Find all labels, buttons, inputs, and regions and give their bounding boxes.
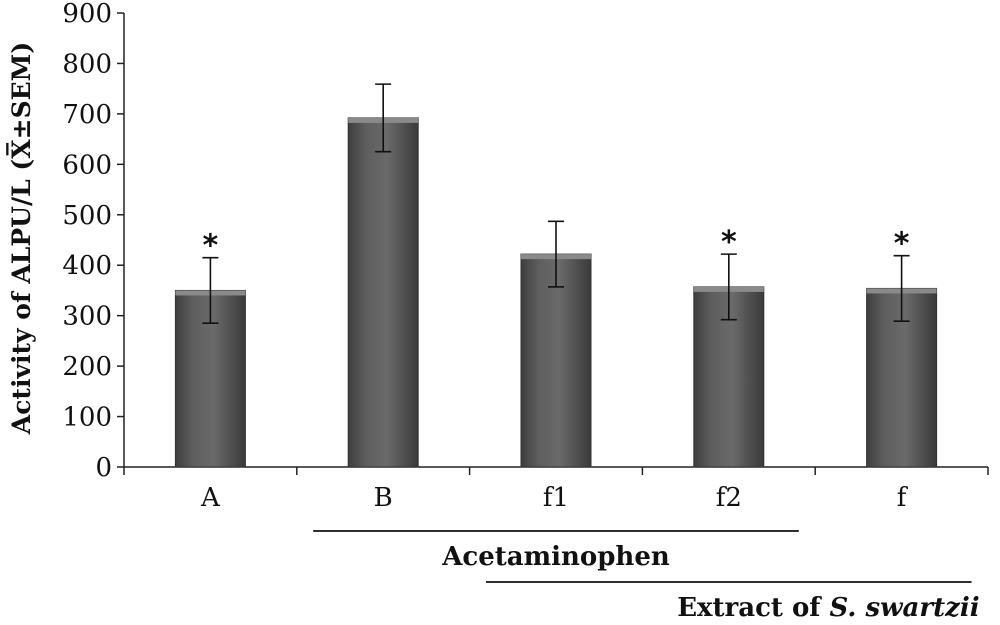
y-tick-label: 800 [62, 49, 112, 79]
x-tick-label: B [374, 483, 393, 513]
x-tick-label: f [897, 483, 909, 513]
significance-star: * [894, 227, 910, 262]
x-tick-label: f1 [543, 483, 569, 513]
y-axis-label: Activity of ALPU/L (X̅±SEM) [6, 42, 36, 435]
y-tick-label: 200 [62, 352, 112, 382]
x-tick-label: f2 [716, 483, 742, 513]
y-tick-label: 300 [62, 302, 112, 332]
y-tick-label: 700 [62, 100, 112, 130]
bar [520, 253, 592, 468]
y-tick-label: 900 [62, 0, 112, 29]
bar [347, 117, 419, 468]
y-tick-label: 400 [62, 251, 112, 281]
y-tick-label: 0 [95, 453, 112, 483]
x-tick-label: A [200, 483, 221, 513]
significance-star: * [203, 229, 219, 264]
group-label-extract: Extract of S. swartzii [677, 593, 979, 623]
y-tick-label: 600 [62, 150, 112, 180]
y-axis-title: Activity of ALPU/L (X̅±SEM) [6, 42, 36, 435]
bars: * * * [174, 83, 938, 468]
y-tick-label: 500 [62, 201, 112, 231]
y-axis-ticks: 0 100 200 300 400 500 600 700 800 900 [62, 0, 125, 483]
y-tick-label: 100 [62, 403, 112, 433]
group-label-acetaminophen: Acetaminophen [441, 542, 670, 572]
significance-star: * [721, 225, 737, 260]
